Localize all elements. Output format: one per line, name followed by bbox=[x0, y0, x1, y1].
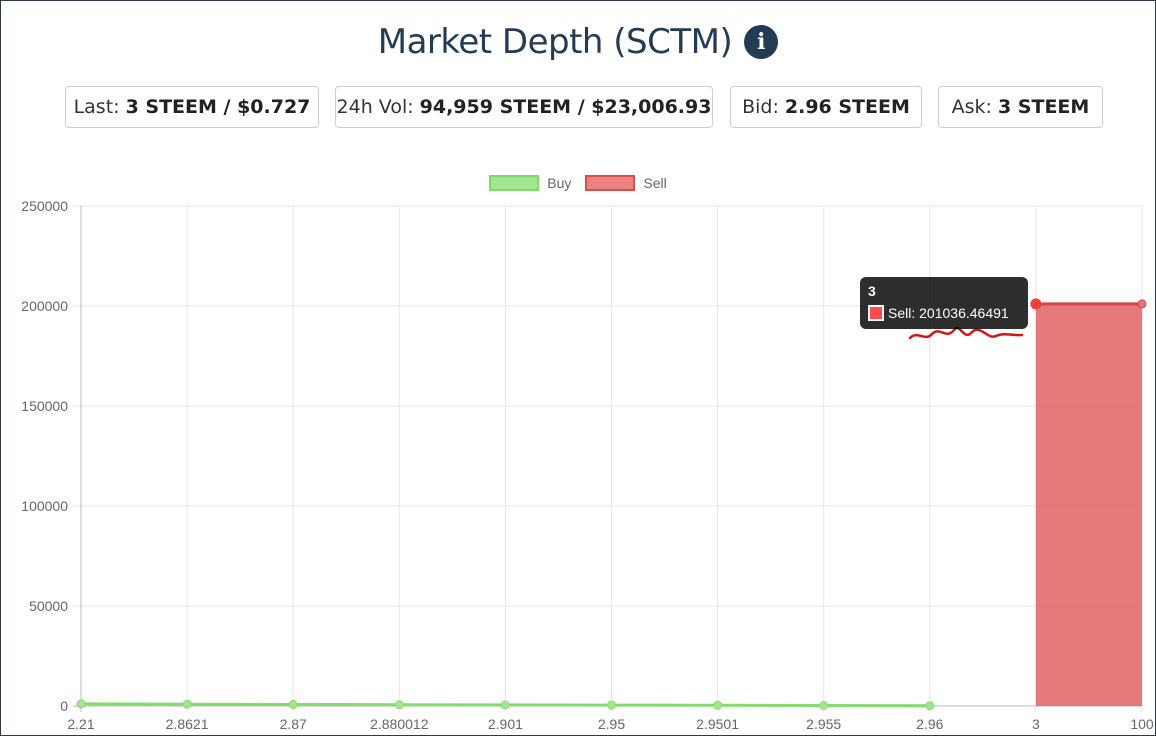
y-tick-label: 250000 bbox=[21, 198, 68, 214]
data-point-buy bbox=[182, 699, 192, 709]
chart-tooltip: 3 Sell: 201036.46491 bbox=[860, 277, 1028, 329]
data-point-buy bbox=[500, 700, 510, 710]
stat-value: 2.96 STEEM bbox=[784, 96, 910, 118]
info-icon[interactable]: i bbox=[744, 25, 779, 59]
legend-item-buy[interactable]: Buy bbox=[489, 175, 571, 191]
legend-swatch-sell bbox=[585, 175, 636, 191]
data-point-buy bbox=[288, 700, 298, 709]
depth-chart[interactable]: 0 50000 100000 150000 200000 250000 2.21 2.8621… bbox=[0, 160, 1156, 736]
data-point-buy bbox=[925, 701, 935, 711]
stat-last: Last: 3 STEEM / $0.727 bbox=[65, 86, 319, 128]
x-tick-label: 2.955 bbox=[806, 716, 841, 732]
y-tick-label: 50000 bbox=[29, 598, 68, 614]
stat-value: 94,959 STEEM / $23,006.93 bbox=[419, 96, 712, 118]
x-tick-label: 2.901 bbox=[488, 716, 523, 732]
x-tick-label: 2.95 bbox=[598, 716, 625, 732]
data-point-sell bbox=[1137, 299, 1147, 309]
stat-label: Ask: bbox=[951, 96, 992, 118]
stat-value: 3 STEEM bbox=[997, 96, 1090, 118]
annotation-scribble bbox=[908, 326, 1024, 340]
data-point-buy bbox=[713, 700, 723, 710]
stat-label: 24h Vol: bbox=[336, 96, 414, 118]
y-tick-label: 200000 bbox=[21, 298, 68, 314]
legend-swatch-buy bbox=[489, 175, 540, 191]
tooltip-title: 3 bbox=[868, 283, 876, 299]
tooltip-swatch bbox=[868, 305, 884, 321]
stat-24h-volume: 24h Vol: 94,959 STEEM / $23,006.93 bbox=[335, 86, 713, 128]
stat-label: Bid: bbox=[742, 96, 779, 118]
x-tick-label: 2.87 bbox=[280, 716, 307, 732]
stat-value: 3 STEEM / $0.727 bbox=[125, 96, 311, 118]
y-tick-label: 0 bbox=[60, 698, 68, 714]
legend-label: Sell bbox=[643, 175, 667, 191]
data-point-sell bbox=[1030, 298, 1042, 310]
chart-legend: Buy Sell bbox=[0, 175, 1156, 191]
x-tick-label: 3 bbox=[1032, 716, 1040, 732]
header: Market Depth (SCTM) i bbox=[0, 14, 1156, 70]
x-tick-label: 2.880012 bbox=[370, 716, 429, 732]
stat-ask: Ask: 3 STEEM bbox=[938, 86, 1103, 128]
data-point-buy bbox=[607, 700, 616, 710]
y-tick-label: 100000 bbox=[21, 498, 68, 514]
x-tick-label: 2.96 bbox=[916, 716, 943, 732]
legend-label: Buy bbox=[547, 175, 572, 191]
page-title: Market Depth (SCTM) bbox=[377, 22, 733, 62]
stat-bid: Bid: 2.96 STEEM bbox=[730, 86, 922, 128]
data-point-buy bbox=[76, 699, 86, 709]
tooltip-sep: : bbox=[911, 305, 920, 321]
x-tick-label: 2.8621 bbox=[166, 716, 209, 732]
tooltip-value: 201036.46491 bbox=[919, 305, 1009, 321]
data-point-buy bbox=[394, 700, 404, 710]
stat-label: Last: bbox=[73, 96, 120, 118]
data-point-buy bbox=[819, 701, 829, 710]
series-area-sell bbox=[1035, 303, 1142, 706]
x-tick-label: 2.9501 bbox=[696, 716, 739, 732]
tooltip-row: Sell: 201036.46491 bbox=[868, 305, 1020, 321]
x-tick-label: 100 bbox=[1130, 716, 1154, 732]
legend-item-sell[interactable]: Sell bbox=[585, 175, 667, 191]
x-tick-label: 2.21 bbox=[67, 716, 94, 732]
tooltip-series: Sell bbox=[888, 305, 912, 321]
y-tick-label: 150000 bbox=[21, 398, 68, 414]
